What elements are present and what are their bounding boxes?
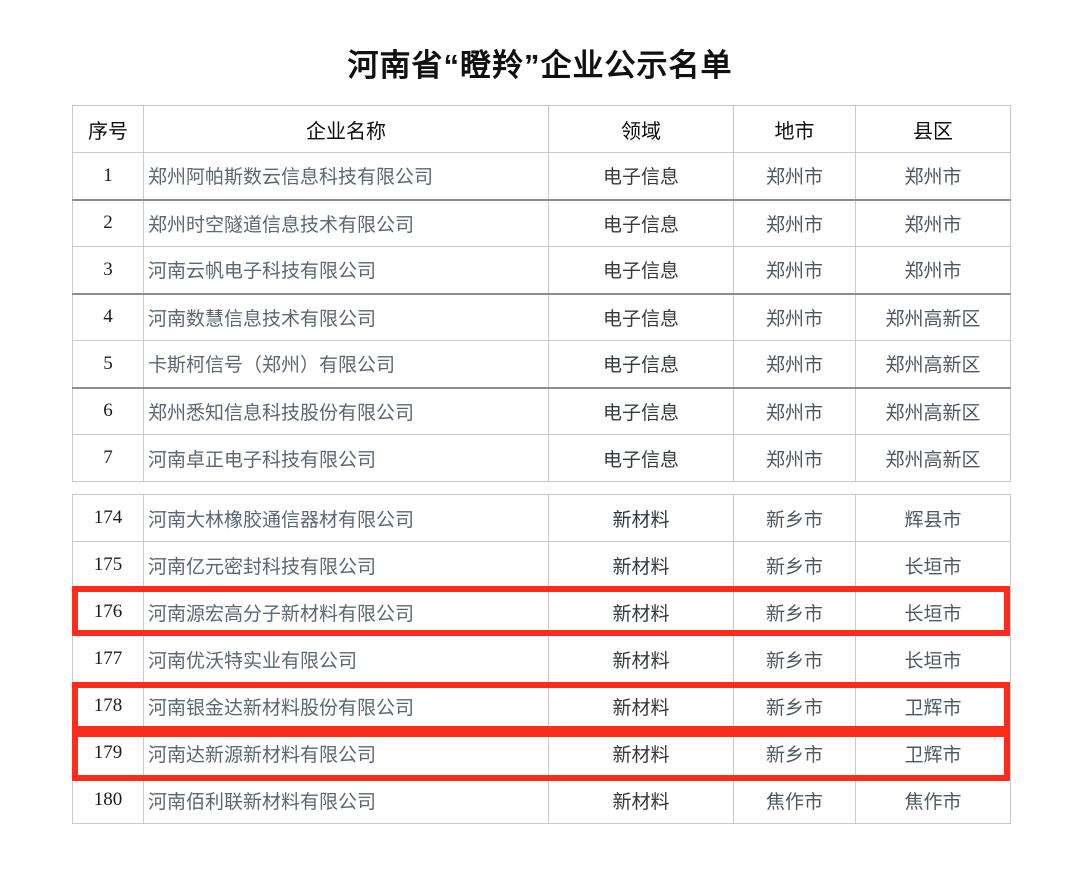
cell-city: 郑州市 (733, 246, 856, 294)
cell-field: 新材料 (548, 776, 734, 824)
cell-no: 180 (72, 776, 144, 824)
cell-dist: 长垣市 (855, 588, 1011, 636)
cell-name: 河南大林橡胶通信器材有限公司 (143, 494, 549, 542)
cell-dist: 辉县市 (855, 494, 1011, 542)
cell-field: 新材料 (548, 682, 734, 730)
cell-city: 新乡市 (733, 682, 856, 730)
cell-no: 177 (72, 635, 144, 683)
cell-no: 2 (72, 198, 144, 247)
cell-city: 新乡市 (733, 494, 856, 542)
cell-field: 新材料 (548, 635, 734, 683)
cell-name: 河南云帆电子科技有限公司 (143, 246, 549, 294)
cell-city: 郑州市 (733, 434, 856, 482)
page-title: 河南省“瞪羚”企业公示名单 (347, 48, 733, 83)
company-listing-table-bottom: 174 河南大林橡胶通信器材有限公司 新材料 新乡市 辉县市 175 河南亿元密封科技有限公… (72, 494, 1011, 824)
cell-no: 1 (72, 152, 144, 200)
table-row: 180 河南佰利联新材料有限公司 新材料 焦作市 焦作市 (72, 776, 1011, 824)
cell-name: 郑州悉知信息科技股份有限公司 (143, 386, 549, 435)
cell-no: 176 (72, 588, 144, 636)
cell-city: 焦作市 (733, 776, 856, 824)
cell-name: 郑州时空隧道信息技术有限公司 (143, 198, 549, 247)
cell-name: 河南佰利联新材料有限公司 (143, 776, 549, 824)
cell-dist: 郑州市 (855, 246, 1011, 294)
cell-city: 郑州市 (733, 152, 856, 200)
table-row: 179 河南达新源新材料有限公司 新材料 新乡市 卫辉市 (72, 729, 1011, 777)
table-row: 5 卡斯柯信号（郑州）有限公司 电子信息 郑州市 郑州高新区 (72, 340, 1011, 388)
cell-no: 3 (72, 246, 144, 294)
cell-field: 电子信息 (548, 340, 734, 388)
table-header: 序号 企业名称 领域 地市 县区 (72, 105, 1011, 153)
cell-city: 新乡市 (733, 588, 856, 636)
cell-name: 河南达新源新材料有限公司 (143, 729, 549, 777)
cell-field: 电子信息 (548, 386, 734, 435)
cell-city: 郑州市 (733, 386, 856, 435)
cell-field: 电子信息 (548, 198, 734, 247)
table-truncation-gap (72, 482, 1010, 494)
table-body-bottom: 174 河南大林橡胶通信器材有限公司 新材料 新乡市 辉县市 175 河南亿元密封科技有限公… (72, 494, 1011, 824)
cell-no: 174 (72, 494, 144, 542)
table-row: 1 郑州阿帕斯数云信息科技有限公司 电子信息 郑州市 郑州市 (72, 152, 1011, 200)
cell-dist: 郑州高新区 (855, 434, 1011, 482)
table-row: 177 河南优沃特实业有限公司 新材料 新乡市 长垣市 (72, 635, 1011, 683)
cell-city: 新乡市 (733, 635, 856, 683)
cell-name: 卡斯柯信号（郑州）有限公司 (143, 340, 549, 388)
cell-city: 新乡市 (733, 541, 856, 589)
table-row: 3 河南云帆电子科技有限公司 电子信息 郑州市 郑州市 (72, 246, 1011, 294)
table-row: 7 河南卓正电子科技有限公司 电子信息 郑州市 郑州高新区 (72, 434, 1011, 482)
table-body-top: 1 郑州阿帕斯数云信息科技有限公司 电子信息 郑州市 郑州市 2 郑州时空隧道信息技术有限公… (72, 152, 1011, 482)
cell-name: 河南数慧信息技术有限公司 (143, 292, 549, 341)
column-header-no: 序号 (72, 105, 144, 153)
cell-name: 河南优沃特实业有限公司 (143, 635, 549, 683)
table-row: 2 郑州时空隧道信息技术有限公司 电子信息 郑州市 郑州市 (72, 198, 1011, 247)
table-row: 175 河南亿元密封科技有限公司 新材料 新乡市 长垣市 (72, 541, 1011, 589)
table-header-row: 序号 企业名称 领域 地市 县区 (72, 105, 1011, 153)
cell-city: 郑州市 (733, 292, 856, 341)
cell-city: 新乡市 (733, 729, 856, 777)
column-header-field: 领域 (548, 105, 734, 153)
cell-name: 郑州阿帕斯数云信息科技有限公司 (143, 152, 549, 200)
cell-no: 6 (72, 386, 144, 435)
cell-field: 新材料 (548, 588, 734, 636)
cell-dist: 卫辉市 (855, 682, 1011, 730)
cell-dist: 长垣市 (855, 635, 1011, 683)
cell-no: 175 (72, 541, 144, 589)
cell-field: 电子信息 (548, 292, 734, 341)
cell-dist: 郑州市 (855, 152, 1011, 200)
cell-field: 电子信息 (548, 434, 734, 482)
cell-dist: 郑州高新区 (855, 292, 1011, 341)
cell-field: 新材料 (548, 729, 734, 777)
cell-name: 河南银金达新材料股份有限公司 (143, 682, 549, 730)
cell-dist: 郑州市 (855, 198, 1011, 247)
cell-field: 新材料 (548, 541, 734, 589)
cell-field: 电子信息 (548, 246, 734, 294)
cell-dist: 郑州高新区 (855, 340, 1011, 388)
table-row: 178 河南银金达新材料股份有限公司 新材料 新乡市 卫辉市 (72, 682, 1011, 730)
column-header-dist: 县区 (855, 105, 1011, 153)
cell-dist: 郑州高新区 (855, 386, 1011, 435)
cell-no: 7 (72, 434, 144, 482)
cell-no: 179 (72, 729, 144, 777)
column-header-name: 企业名称 (143, 105, 549, 153)
cell-dist: 长垣市 (855, 541, 1011, 589)
cell-dist: 焦作市 (855, 776, 1011, 824)
cell-no: 5 (72, 340, 144, 388)
table-row: 174 河南大林橡胶通信器材有限公司 新材料 新乡市 辉县市 (72, 494, 1011, 542)
column-header-city: 地市 (733, 105, 856, 153)
cell-dist: 卫辉市 (855, 729, 1011, 777)
cell-name: 河南亿元密封科技有限公司 (143, 541, 549, 589)
cell-city: 郑州市 (733, 198, 856, 247)
cell-name: 河南源宏高分子新材料有限公司 (143, 588, 549, 636)
cell-name: 河南卓正电子科技有限公司 (143, 434, 549, 482)
cell-no: 178 (72, 682, 144, 730)
cell-field: 电子信息 (548, 152, 734, 200)
cell-field: 新材料 (548, 494, 734, 542)
table-row: 176 河南源宏高分子新材料有限公司 新材料 新乡市 长垣市 (72, 588, 1011, 636)
table-row: 4 河南数慧信息技术有限公司 电子信息 郑州市 郑州高新区 (72, 292, 1011, 341)
table-row: 6 郑州悉知信息科技股份有限公司 电子信息 郑州市 郑州高新区 (72, 386, 1011, 435)
cell-city: 郑州市 (733, 340, 856, 388)
cell-no: 4 (72, 292, 144, 341)
company-listing-table-wrap: 序号 企业名称 领域 地市 县区 1 郑州阿帕斯数云信息科技有限公司 电子信息 郑州市… (72, 105, 1011, 824)
company-listing-table-top: 序号 企业名称 领域 地市 县区 1 郑州阿帕斯数云信息科技有限公司 电子信息 郑州市… (72, 105, 1011, 482)
